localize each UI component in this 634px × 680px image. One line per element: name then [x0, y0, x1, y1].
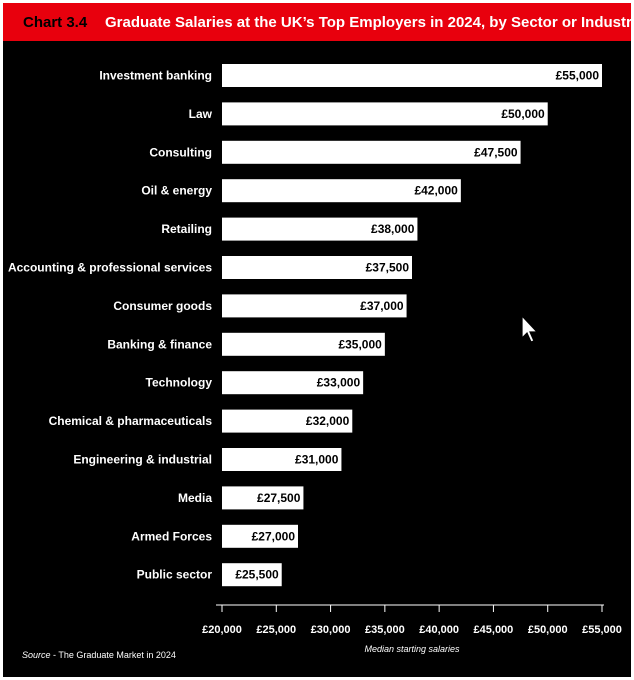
category-label: Law [189, 107, 213, 121]
bar [222, 524, 298, 548]
data-label: £37,000 [360, 299, 404, 313]
x-tick-label: £40,000 [419, 624, 459, 636]
category-label: Investment banking [99, 69, 212, 83]
data-label: £47,500 [474, 145, 518, 159]
bar [222, 448, 342, 471]
source-note: Source - The Graduate Market in 2024 [22, 650, 176, 660]
bar [222, 371, 364, 395]
x-tick-label: £30,000 [311, 624, 351, 636]
data-label: £25,500 [235, 568, 279, 582]
x-tick-label: £55,000 [582, 624, 622, 636]
data-label: £37,500 [366, 261, 410, 275]
chart-title: Graduate Salaries at the UK’s Top Employ… [105, 14, 634, 31]
category-label: Consumer goods [113, 299, 212, 313]
x-tick-label: £25,000 [256, 624, 296, 636]
data-label: £55,000 [556, 69, 600, 83]
bar [222, 140, 521, 164]
bar [222, 294, 407, 318]
data-label: £33,000 [317, 376, 361, 390]
x-axis-label: Median starting salaries [364, 644, 460, 654]
category-label: Public sector [137, 568, 213, 582]
x-tick-label: £35,000 [365, 624, 405, 636]
category-label: Retailing [161, 222, 212, 236]
bar [222, 102, 548, 126]
bar [222, 179, 461, 203]
bar [222, 332, 385, 356]
bar [222, 409, 353, 433]
category-label: Engineering & industrial [73, 453, 212, 467]
bar [222, 256, 412, 279]
title-bar: Chart 3.4 Graduate Salaries at the UK’s … [3, 3, 634, 41]
bar [222, 486, 304, 510]
category-label: Consulting [149, 145, 212, 159]
bar [222, 217, 418, 241]
category-label: Technology [146, 376, 213, 390]
data-label: £32,000 [306, 414, 350, 428]
source-text: - The Graduate Market in 2024 [50, 650, 176, 660]
data-label: £42,000 [414, 184, 458, 198]
category-label: Accounting & professional services [8, 261, 212, 275]
data-label: £31,000 [295, 453, 339, 467]
chart-number: Chart 3.4 [23, 14, 88, 31]
x-tick-label: £50,000 [528, 624, 568, 636]
data-label: £50,000 [501, 107, 545, 121]
x-tick-label: £45,000 [474, 624, 514, 636]
category-label: Oil & energy [141, 184, 212, 198]
source-label: Source [22, 650, 51, 660]
category-label: Media [178, 491, 212, 505]
category-label: Chemical & pharmaceuticals [49, 414, 213, 428]
data-label: £38,000 [371, 222, 415, 236]
category-label: Banking & finance [107, 337, 212, 351]
category-label: Armed Forces [131, 529, 212, 543]
x-tick-label: £20,000 [202, 624, 242, 636]
data-label: £27,500 [257, 491, 301, 505]
bar [222, 563, 282, 587]
mouse-cursor-icon [521, 314, 538, 343]
bar [222, 64, 602, 87]
data-label: £27,000 [252, 529, 296, 543]
data-label: £35,000 [338, 337, 382, 351]
